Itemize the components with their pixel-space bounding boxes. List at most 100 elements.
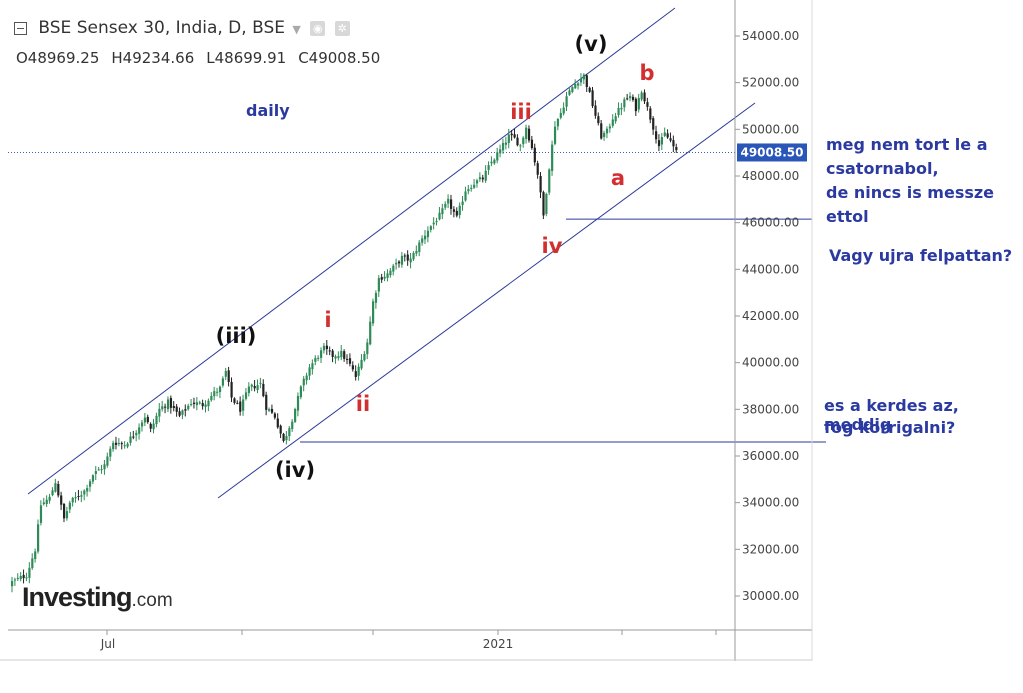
y-tick-label: 54000.00: [742, 29, 799, 43]
candle-body: [536, 163, 539, 175]
candle-body: [259, 382, 262, 384]
candle-body: [164, 406, 167, 408]
candle-body: [510, 133, 513, 136]
candle-body: [11, 581, 14, 587]
candle-body: [126, 443, 129, 447]
candle-body: [640, 92, 643, 100]
candle-body: [504, 142, 508, 145]
candle-body: [276, 418, 279, 428]
candle-body: [334, 356, 337, 359]
wave-label-a-red: a: [611, 166, 625, 190]
candle-body: [597, 116, 600, 124]
candle-body: [250, 384, 253, 387]
candle-body: [288, 428, 291, 437]
candle-body: [123, 445, 126, 447]
candle-body: [611, 119, 614, 126]
candle-body: [161, 406, 164, 410]
collapse-icon[interactable]: [14, 21, 27, 35]
investing-logo: Investing.com: [22, 582, 173, 612]
candle-body: [138, 427, 141, 434]
candle-body: [605, 128, 609, 134]
candle-body: [403, 255, 406, 257]
candle-body: [660, 136, 663, 145]
candle-body: [455, 210, 458, 216]
candle-body: [626, 98, 629, 100]
comment-question-1: Vagy ujra felpattan?: [829, 246, 1013, 265]
candle-body: [530, 139, 534, 148]
candle-body: [490, 161, 493, 164]
candle-body: [317, 357, 320, 359]
candle-body: [377, 278, 380, 292]
candle-body: [519, 145, 522, 147]
candle-body: [409, 258, 412, 263]
candle-body: [571, 87, 574, 92]
gear-icon[interactable]: ✲: [334, 20, 350, 36]
y-tick-label: 48000.00: [742, 169, 799, 183]
candle-body: [603, 132, 606, 138]
candle-body: [62, 503, 66, 519]
candle-body: [19, 576, 22, 580]
candle-body: [374, 292, 378, 303]
candle-body: [166, 399, 170, 410]
candle-body: [585, 75, 588, 87]
candle-body: [363, 353, 366, 361]
candle-body: [501, 142, 505, 151]
candle-body: [94, 471, 97, 475]
candle-body: [421, 238, 424, 243]
candle-body: [478, 177, 482, 180]
channel-layer: [27, 7, 826, 499]
candle-body: [496, 152, 499, 161]
candle-body: [545, 193, 548, 214]
candle-body: [449, 199, 453, 209]
eye-icon[interactable]: ◉: [310, 20, 326, 36]
candle-body: [305, 375, 308, 381]
comment-line-4: ettol: [826, 207, 869, 226]
candle-body: [28, 567, 31, 578]
candle-body: [88, 481, 92, 487]
candle-body: [270, 408, 274, 413]
candle-body: [155, 415, 158, 425]
candle-body: [553, 126, 557, 144]
candle-body: [140, 422, 144, 427]
chevron-down-icon[interactable]: ▼: [292, 23, 301, 36]
candle-body: [242, 399, 245, 411]
candle-body: [493, 159, 496, 164]
candle-body: [568, 90, 571, 95]
candle-body: [600, 123, 603, 139]
candle-body: [221, 378, 225, 386]
candle-body: [314, 357, 317, 362]
candle-body: [608, 126, 612, 129]
symbol-title[interactable]: BSE Sensex 30, India, D, BSE: [38, 18, 285, 38]
candle-body: [620, 107, 623, 110]
candle-body: [224, 370, 227, 377]
ohlc-readout: O48969.25 H49234.66 L48699.91 C49008.50: [16, 49, 392, 67]
candle-body: [198, 402, 201, 404]
high-value: H49234.66: [111, 49, 195, 67]
x-tick-label-jul: Jul: [100, 637, 115, 651]
candle-body: [582, 74, 586, 80]
comment-question-2b: fog korrigalni?: [824, 418, 956, 437]
candle-body: [230, 381, 233, 398]
candle-body: [51, 490, 54, 496]
candle-body: [322, 345, 326, 351]
candle-body: [106, 456, 109, 466]
open-value: O48969.25: [16, 49, 100, 67]
comment-line-2: csatornabol,: [826, 159, 939, 178]
candle-body: [172, 405, 175, 409]
candle-body: [629, 96, 632, 99]
candle-body: [294, 409, 297, 422]
candle-body: [634, 98, 638, 112]
candle-body: [447, 198, 450, 204]
y-tick-label: 52000.00: [742, 76, 799, 90]
candle-body: [192, 402, 196, 404]
candle-body: [614, 116, 617, 122]
y-tick-label: 30000.00: [742, 589, 799, 603]
candle-body: [207, 400, 210, 407]
candle-body: [210, 395, 213, 401]
candle-body: [181, 410, 184, 415]
candle-body: [643, 92, 646, 102]
candle-body: [296, 396, 300, 411]
candle-body: [400, 255, 404, 265]
candle-body: [114, 442, 118, 445]
